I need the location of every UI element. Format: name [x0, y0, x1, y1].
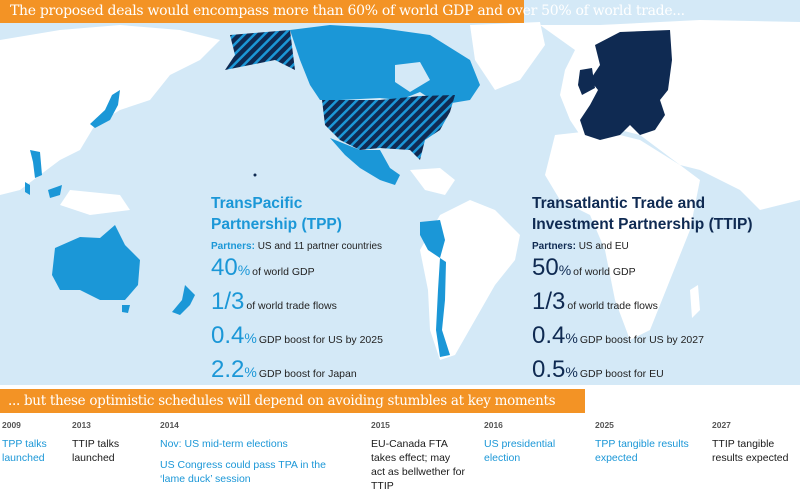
timeline-year: 2009	[2, 420, 21, 430]
ttip-stat-trade: 1/3 of world trade flows	[532, 288, 752, 320]
headline-banner: The proposed deals would encompass more …	[0, 0, 685, 23]
mexico-land	[330, 138, 400, 185]
ttip-stat-eu-boost: 0.5% GDP boost for EU	[532, 356, 752, 388]
timeline-year: 2016	[484, 420, 503, 430]
stat-value: 2.2	[211, 356, 245, 383]
stat-label: GDP boost for US by 2027	[579, 334, 704, 346]
tpp-title-line1: TransPacific	[211, 195, 303, 212]
stat-unit: %	[244, 330, 257, 346]
new-zealand-land	[172, 285, 195, 315]
timeline-year: 2025	[595, 420, 614, 430]
ttip-partners: Partners: US and EU	[532, 241, 752, 252]
world-map	[0, 0, 800, 385]
ttip-title: Transatlantic Trade and Investment Partn…	[532, 193, 752, 235]
africa-land	[545, 130, 700, 340]
stat-unit: %	[558, 262, 572, 278]
stat-label: GDP boost for EU	[579, 368, 664, 380]
stat-label: of world trade flows	[567, 300, 658, 312]
japan-land	[90, 90, 120, 128]
canada-land	[290, 25, 480, 105]
ttip-stat-gdp: 50% of world GDP	[532, 254, 752, 286]
timeline-year: 2015	[371, 420, 390, 430]
stat-unit: %	[237, 262, 251, 278]
stat-unit: %	[565, 330, 578, 346]
eu-land	[580, 30, 672, 140]
tpp-stat-japan-boost: 2.2% GDP boost for Japan	[211, 356, 383, 388]
stat-label: of world GDP	[252, 266, 315, 278]
timeline-year: 2013	[72, 420, 91, 430]
stat-value: 0.4	[532, 322, 566, 349]
ttip-partners-value: US and EU	[578, 241, 629, 252]
schedule-banner: ... but these optimistic schedules will …	[0, 389, 585, 413]
timeline-item-2013: 2013 TTIP talks launched	[72, 418, 132, 472]
stat-unit: %	[244, 364, 257, 380]
ttip-title-line1: Transatlantic Trade and	[532, 195, 706, 212]
stat-label: of world GDP	[573, 266, 636, 278]
stat-label: GDP boost for Japan	[258, 368, 357, 380]
stat-label: GDP boost for US by 2025	[258, 334, 383, 346]
tpp-title: TransPacific Partnership (TPP)	[211, 193, 383, 235]
greenland-land	[470, 22, 545, 90]
stat-value: 0.4	[211, 322, 245, 349]
australia-land	[52, 225, 140, 300]
ttip-stat-us-boost: 0.4% GDP boost for US by 2027	[532, 322, 752, 354]
usa-land	[322, 95, 455, 160]
ttip-partners-label: Partners:	[532, 241, 576, 252]
stat-value: 0.5	[532, 356, 566, 383]
timeline-item-2027: 2027 TTIP tangible results expected	[712, 418, 800, 472]
stat-label: of world trade flows	[246, 300, 337, 312]
timeline-item-2025: 2025 TPP tangible results expected	[595, 418, 695, 472]
tpp-partners-label: Partners:	[211, 241, 255, 252]
timeline-event: EU-Canada FTA takes effect; may act as b…	[371, 438, 465, 492]
timeline-event: US Congress could pass TPA in the ‘lame …	[160, 459, 326, 485]
stat-value: 1/3	[211, 288, 245, 315]
stat-value: 40	[211, 254, 238, 281]
stat-value: 50	[532, 254, 559, 281]
timeline-item-2016: 2016 US presidential election	[484, 418, 574, 472]
timeline-event: US presidential election	[484, 438, 556, 464]
timeline-year: 2014	[160, 420, 179, 430]
map-graphic	[0, 20, 800, 360]
tpp-stat-gdp: 40% of world GDP	[211, 254, 383, 286]
ttip-panel: Transatlantic Trade and Investment Partn…	[532, 193, 752, 388]
timeline-event: TPP talks launched	[2, 438, 47, 464]
timeline-event: TPP tangible results expected	[595, 438, 689, 464]
tpp-panel: TransPacific Partnership (TPP) Partners:…	[211, 193, 383, 388]
timeline-year: 2027	[712, 420, 731, 430]
timeline-event: Nov: US mid-term elections	[160, 438, 288, 450]
tpp-title-line2: Partnership (TPP)	[211, 216, 342, 233]
tpp-stat-trade: 1/3 of world trade flows	[211, 288, 383, 320]
timeline-event: TTIP tangible results expected	[712, 438, 789, 464]
ttip-title-line2: Investment Partnership (TTIP)	[532, 216, 753, 233]
tpp-partners-value: US and 11 partner countries	[257, 241, 383, 252]
tpp-partners: Partners: US and 11 partner countries	[211, 241, 383, 252]
stat-unit: %	[565, 364, 578, 380]
tpp-stat-us-boost: 0.4% GDP boost for US by 2025	[211, 322, 383, 354]
timeline-item-2014: 2014 Nov: US mid-term elections US Congr…	[160, 418, 330, 493]
alaska-land	[225, 30, 295, 70]
peru-land	[420, 220, 445, 258]
timeline: 2009 TPP talks launched 2013 TTIP talks …	[0, 418, 800, 500]
timeline-item-2009: 2009 TPP talks launched	[2, 418, 62, 472]
chile-land	[436, 258, 450, 357]
stat-value: 1/3	[532, 288, 566, 315]
timeline-item-2015: 2015 EU-Canada FTA takes effect; may act…	[371, 418, 466, 500]
timeline-event: TTIP talks launched	[72, 438, 120, 464]
